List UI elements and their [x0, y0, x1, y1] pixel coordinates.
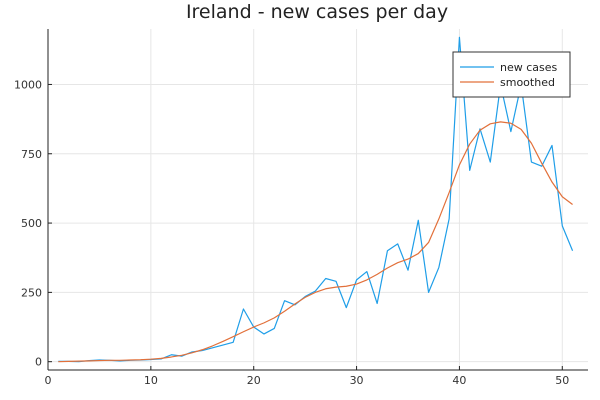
series-line-smoothed	[58, 121, 573, 363]
series	[58, 36, 574, 363]
y-tick-label: 750	[21, 148, 42, 161]
chart-title: Ireland - new cases per day	[186, 1, 448, 23]
x-tick-label: 30	[350, 374, 364, 387]
legend-label-new-cases: new cases	[500, 61, 558, 74]
legend: new cases smoothed	[452, 51, 571, 98]
legend-box	[452, 51, 571, 98]
y-tick-label: 250	[21, 286, 42, 299]
y-tick-label: 0	[35, 356, 42, 369]
axes	[47, 29, 588, 371]
x-tick-label: 0	[45, 374, 52, 387]
x-tick-label: 50	[555, 374, 569, 387]
legend-label-smoothed: smoothed	[500, 76, 555, 89]
y-tick-label: 500	[21, 217, 42, 230]
y-tick-label: 1000	[14, 78, 42, 91]
x-tick-label: 20	[247, 374, 261, 387]
x-tick-label: 40	[452, 374, 466, 387]
x-tick-label: 10	[144, 374, 158, 387]
